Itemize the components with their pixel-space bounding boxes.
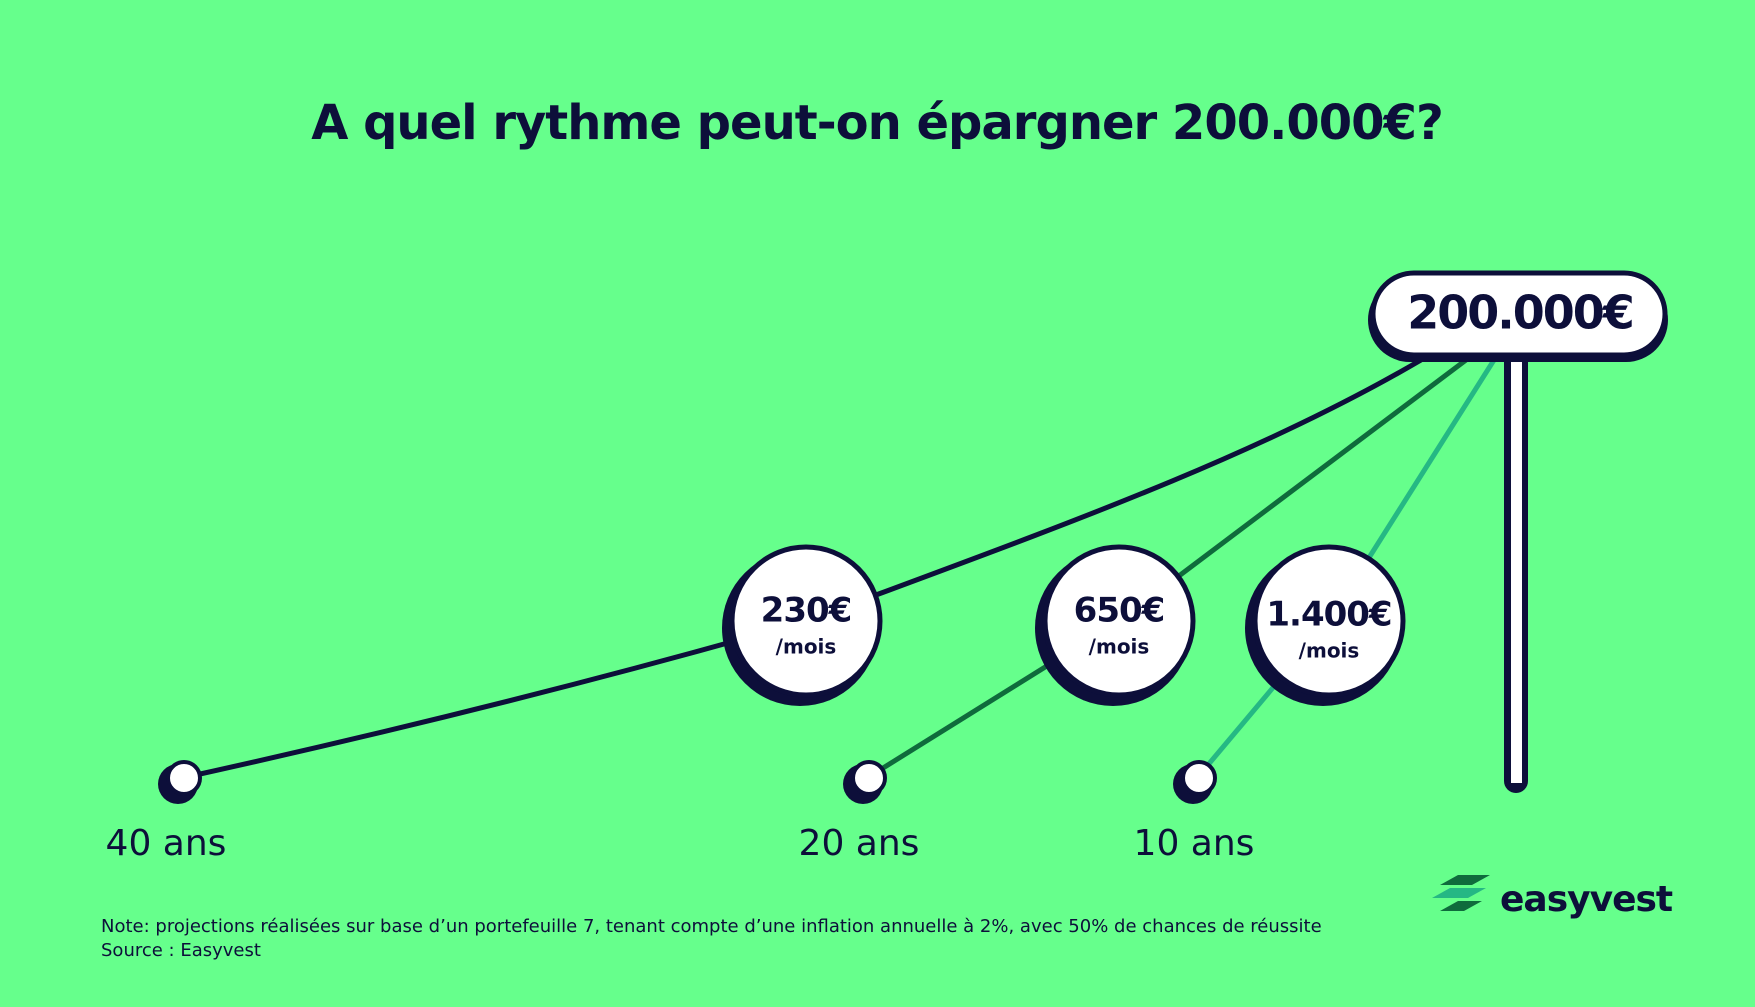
amount: 1.400€ [1266,595,1391,635]
title: A quel rythme peut-on épargner 200.000€? [311,95,1443,151]
duration: 10 ans [1134,823,1255,864]
duration: 20 ans [799,823,920,864]
amount: 650€ [1074,591,1165,631]
duration: 40 ans [106,823,227,864]
start-dots [158,760,1217,804]
unit: /mois [1299,639,1360,663]
logo-text: easyvest [1500,879,1673,920]
unit: /mois [1089,635,1150,659]
logo-icon [1432,875,1490,911]
pole-inner [1511,345,1522,783]
source: Source : Easyvest [101,940,261,961]
target-label: 200.000€ [1407,286,1633,340]
sign [1370,270,1668,358]
unit: /mois [776,635,837,659]
bubbles [722,544,1406,706]
note: Note: projections réalisées sur base d’u… [101,916,1322,937]
amount: 230€ [761,591,852,631]
